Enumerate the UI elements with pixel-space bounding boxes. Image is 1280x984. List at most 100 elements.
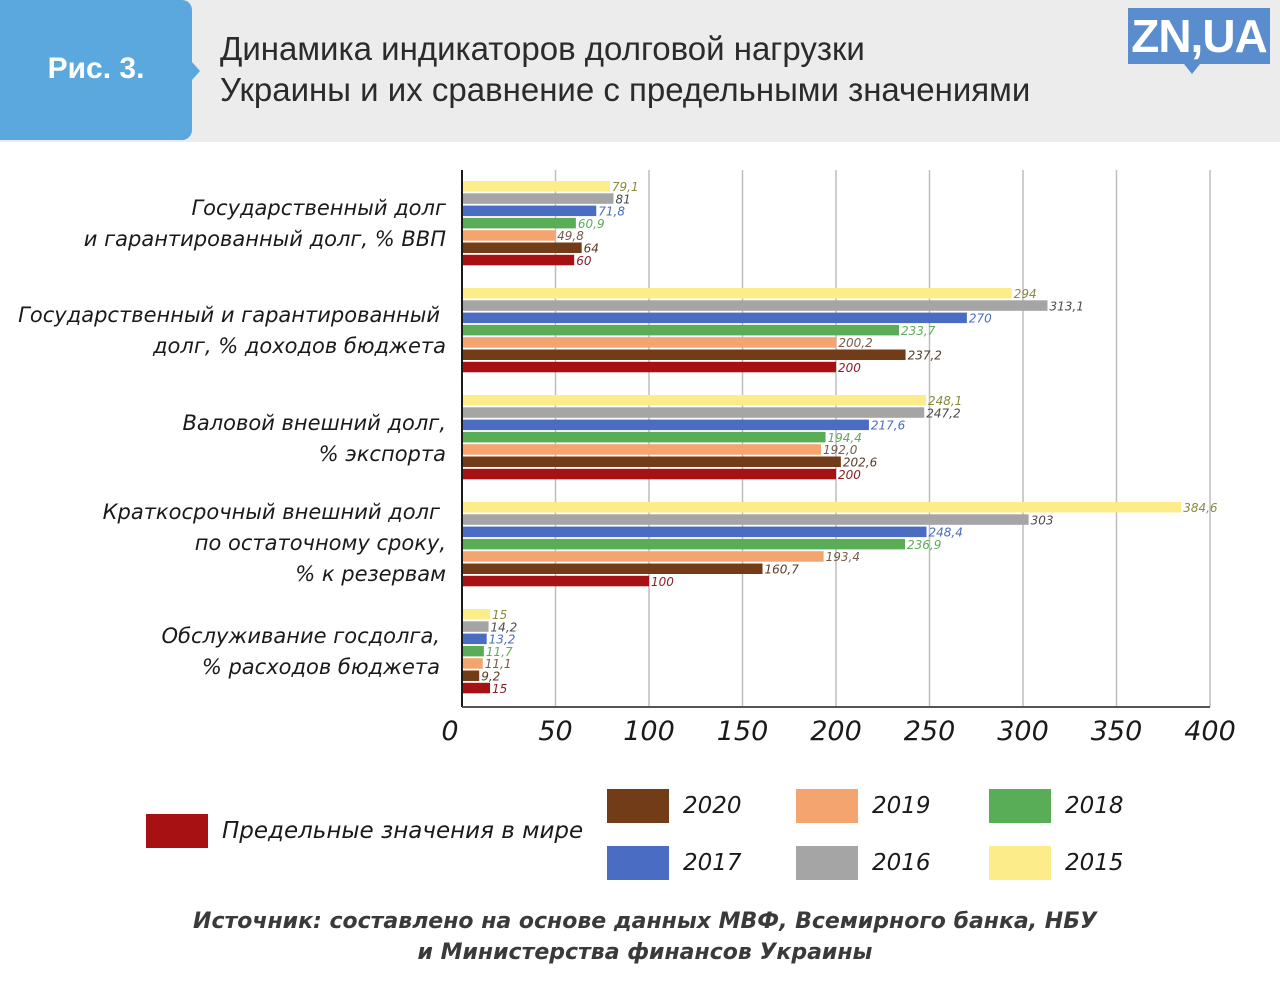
value-label: 71,8 [598, 205, 625, 219]
value-label: 200 [838, 361, 861, 375]
value-label: 194,4 [828, 431, 862, 445]
bar-2019-0 [462, 230, 556, 241]
x-tick-label: 300 [997, 716, 1049, 747]
bar-2017-1 [462, 312, 967, 324]
category-label-line: и гарантированный долг, % ВВП [83, 227, 446, 251]
legend-swatch [989, 846, 1051, 880]
bar-2020-4 [462, 670, 480, 681]
category-label-line: Краткосрочный внешний долг [102, 500, 440, 524]
header-banner [0, 0, 1280, 142]
value-label: 11,1 [485, 657, 512, 671]
category-label-line: Обслуживание госдолга, [161, 624, 440, 648]
bar-2018-4 [462, 645, 484, 657]
bar-Предельные значения в мире-2 [462, 468, 836, 480]
value-label: 233,7 [901, 324, 936, 338]
value-label: 236,9 [907, 538, 941, 552]
value-label: 15 [492, 682, 507, 696]
value-label: 202,6 [843, 456, 878, 470]
value-label: 248,1 [928, 394, 962, 408]
category-label-line: по остаточному сроку, [194, 531, 446, 555]
legend-item-2019: 2019 [796, 789, 931, 823]
bar-Предельные значения в мире-3 [462, 575, 649, 587]
bar-2015-0 [462, 181, 610, 192]
x-tick-label: 250 [904, 716, 956, 747]
bar-2019-3 [462, 551, 824, 562]
bar-2017-4 [462, 633, 487, 645]
bar-2020-1 [462, 349, 906, 360]
category-label-line: долг, % доходов бюджета [153, 334, 446, 358]
source-line: и Министерства финансов Украины [417, 940, 873, 965]
bar-2015-1 [462, 288, 1012, 299]
bar-2017-0 [462, 205, 597, 217]
legend-swatch [796, 789, 858, 823]
value-label: 192,0 [823, 443, 858, 457]
figure-badge: Рис. 3. [0, 0, 200, 140]
legend-item-2017: 2017 [607, 846, 742, 880]
x-tick-label: 200 [810, 716, 862, 747]
bar-2019-2 [462, 444, 822, 455]
category-label-1: Государственный и гарантированный долг, … [18, 300, 446, 362]
value-label: 217,6 [871, 419, 906, 433]
value-label: 79,1 [612, 180, 639, 194]
category-label-3: Краткосрочный внешний долг по остаточном… [103, 497, 446, 590]
bar-2018-0 [462, 217, 576, 229]
value-label: 160,7 [765, 563, 800, 577]
x-tick-label: 350 [1091, 716, 1143, 747]
x-tick-label: 100 [623, 716, 675, 747]
value-label: 60,9 [578, 217, 605, 231]
value-label: 49,8 [557, 229, 584, 243]
bars [462, 181, 1182, 694]
value-label: 9,2 [481, 670, 500, 684]
bar-2016-0 [462, 193, 614, 204]
chart-title-line2: Украины и их сравнение с предельными зна… [220, 71, 1031, 108]
bar-2019-1 [462, 337, 837, 348]
legend-swatch [989, 789, 1051, 823]
source-line: Источник: составлено на основе данных МВ… [193, 909, 1097, 934]
figure-label: Рис. 3. [47, 52, 145, 85]
bar-2020-3 [462, 563, 763, 574]
legend-swatch [607, 789, 669, 823]
value-label: 237,2 [908, 349, 942, 363]
bar-Предельные значения в мире-1 [462, 361, 836, 373]
category-label-line: % расходов бюджета [201, 655, 440, 679]
legend-label: 2017 [683, 850, 742, 876]
zn-ua-logo: ZN,UA [1128, 8, 1270, 74]
bar-2015-2 [462, 395, 926, 406]
chart-title-line1: Динамика индикаторов долговой нагрузки [220, 30, 865, 67]
bar-Предельные значения в мире-4 [462, 682, 491, 694]
value-label: 14,2 [491, 620, 518, 634]
bar-2018-1 [462, 324, 900, 336]
legend-swatch [607, 846, 669, 880]
value-label: 81 [615, 192, 630, 206]
bar-2016-4 [462, 621, 489, 632]
legend-item-2020: 2020 [607, 789, 742, 823]
value-label: 270 [969, 312, 992, 326]
legend-label: 2015 [1065, 850, 1124, 876]
legend-label: 2018 [1065, 793, 1124, 819]
bar-2015-3 [462, 502, 1182, 513]
x-tick-label: 0 [441, 716, 458, 747]
value-label: 100 [651, 575, 674, 589]
bar-2019-4 [462, 658, 483, 669]
value-label: 200,2 [838, 336, 872, 350]
source-note: Источник: составлено на основе данных МВ… [140, 906, 1150, 968]
bar-2017-3 [462, 526, 927, 538]
legend-swatch [796, 846, 858, 880]
value-label: 200 [838, 468, 861, 482]
value-label: 13,2 [489, 633, 516, 647]
bar-2016-1 [462, 300, 1048, 311]
value-label: 294 [1014, 287, 1037, 301]
category-label-4: Обслуживание госдолга, % расходов бюджет… [162, 621, 440, 683]
bar-2018-3 [462, 538, 906, 550]
bar-2017-2 [462, 419, 869, 431]
value-label: 247,2 [926, 406, 960, 420]
value-label: 11,7 [486, 645, 513, 659]
category-label-line: Государственный долг [191, 196, 446, 220]
legend-swatch [146, 814, 208, 848]
category-label-line: % экспорта [318, 442, 446, 466]
value-label: 384,6 [1183, 501, 1218, 515]
axes [461, 170, 1210, 708]
category-label-2: Валовой внешний долг, % экспорта [182, 408, 446, 470]
